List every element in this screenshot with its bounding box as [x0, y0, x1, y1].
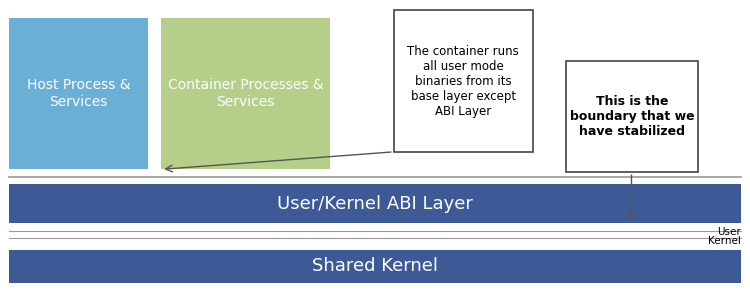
Bar	[161, 18, 330, 169]
Text: The container runs
all user mode
binaries from its
base layer except
ABI Layer: The container runs all user mode binarie…	[407, 45, 519, 118]
Text: This is the
boundary that we
have stabilized: This is the boundary that we have stabil…	[569, 95, 694, 138]
Bar	[9, 184, 741, 223]
Bar	[566, 61, 698, 172]
Text: Container Processes &
Services: Container Processes & Services	[168, 78, 323, 109]
Text: User: User	[717, 227, 741, 237]
Text: Host Process &
Services: Host Process & Services	[27, 78, 130, 109]
Text: Shared Kernel: Shared Kernel	[312, 258, 438, 275]
Bar	[9, 250, 741, 283]
Bar	[394, 10, 532, 152]
Text: User/Kernel ABI Layer: User/Kernel ABI Layer	[277, 195, 473, 213]
Bar	[9, 18, 148, 169]
Text: Kernel: Kernel	[708, 236, 741, 246]
